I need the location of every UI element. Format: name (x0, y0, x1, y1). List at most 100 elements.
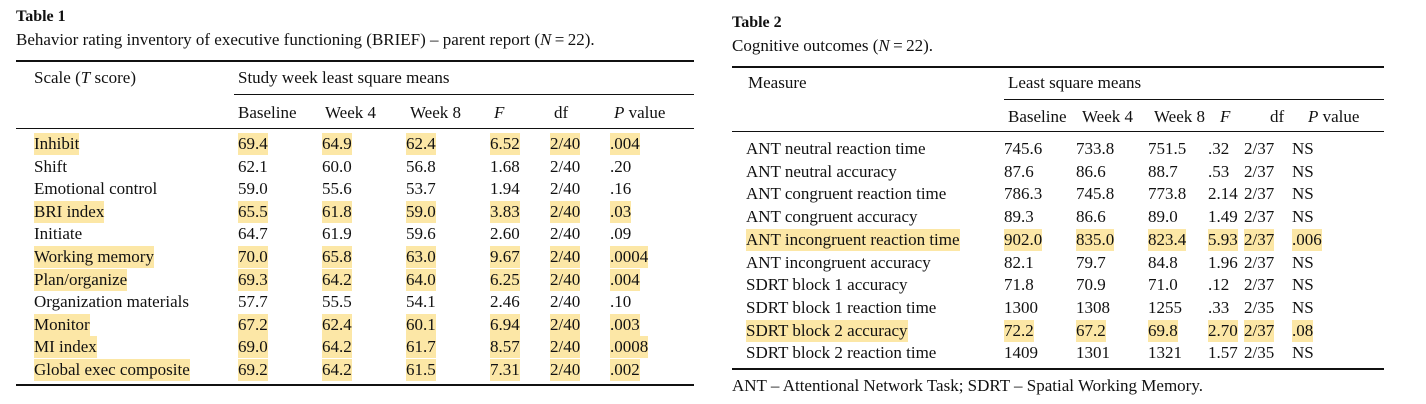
row-cell-2: 84.8 (1148, 252, 1178, 272)
row-label: Organization materials (34, 292, 189, 312)
row-cell-5: .03 (610, 200, 632, 223)
row-cell-4: 2/37 (1244, 252, 1275, 272)
row-cell-3: 1.96 (1208, 252, 1238, 272)
table-row: Working memory 70.0 65.8 63.0 9.67 2/40 .0004 (16, 246, 694, 268)
row-cell-5: NS (1292, 184, 1314, 204)
row-cell-3: 1.94 (490, 179, 520, 199)
row-cell-2: 59.0 (406, 200, 436, 223)
table-1-caption: Behavior rating inventory of executive f… (16, 30, 595, 49)
table-2-col-header-3: F (1220, 107, 1231, 126)
row-cell-3: 8.57 (490, 336, 520, 359)
table-row: MI index 69.0 64.2 61.7 8.57 2/40 .0008 (16, 336, 694, 359)
row-cell-3: 1.68 (490, 156, 520, 176)
table-2-bottom-rule (732, 368, 1384, 370)
row-cell-0: 62.1 (238, 156, 268, 176)
row-cell-4: 2/37 (1244, 275, 1275, 295)
table-row: Organization materials 57.7 55.5 54.1 2.46 2/… (16, 291, 694, 313)
table-1-col-header-4: df (554, 103, 569, 122)
row-cell-4: 2/40 (550, 336, 581, 359)
row-cell-5: .10 (610, 292, 632, 312)
table-2-footnote: ANT – Attentional Network Task; SDRT – S… (732, 376, 1203, 395)
row-cell-2: 773.8 (1148, 184, 1187, 204)
table-2-caption: Cognitive outcomes (N = 22). (732, 36, 934, 55)
row-cell-2: 61.5 (406, 359, 436, 381)
row-label: ANT neutral accuracy (746, 161, 897, 181)
row-cell-1: 61.8 (322, 200, 352, 223)
row-cell-4: 2/35 (1244, 297, 1275, 317)
row-cell-4: 2/40 (550, 246, 581, 268)
row-cell-5: .20 (610, 156, 632, 176)
table-2-col-header-2: Week 8 (1154, 107, 1206, 126)
row-label: ANT congruent reaction time (746, 184, 947, 204)
row-cell-1: 64.2 (322, 268, 352, 291)
row-cell-4: 2/35 (1244, 343, 1275, 363)
table-row: ANT incongruent reaction time 902.0 835.0 8… (732, 228, 1384, 251)
row-cell-1: 79.7 (1076, 252, 1106, 272)
row-label: Plan/organize (34, 268, 128, 291)
row-cell-0: 1300 (1004, 297, 1038, 317)
row-cell-5: .004 (610, 268, 640, 291)
row-label: Inhibit (34, 133, 80, 155)
row-cell-3: .33 (1208, 297, 1230, 317)
table-row: SDRT block 2 reaction time 1409 1301 1321 1.… (732, 342, 1384, 364)
row-cell-4: 2/40 (550, 200, 581, 223)
row-cell-3: 2.14 (1208, 184, 1238, 204)
row-cell-3: .53 (1208, 161, 1230, 181)
table-row: Shift 62.1 60.0 56.8 1.68 2/40 .20 (16, 156, 694, 178)
row-cell-2: 62.4 (406, 133, 436, 155)
row-label: Initiate (34, 224, 83, 244)
row-cell-3: 1.57 (1208, 343, 1238, 363)
row-cell-2: 53.7 (406, 179, 436, 199)
row-cell-1: 86.6 (1076, 207, 1106, 227)
row-label: Global exec composite (34, 359, 190, 381)
row-cell-4: 2/37 (1244, 139, 1275, 158)
table-row: SDRT block 2 accuracy 72.2 67.2 69.8 2.70 2/3… (732, 319, 1384, 342)
row-cell-0: 69.2 (238, 359, 268, 381)
row-cell-0: 70.0 (238, 246, 268, 268)
row-label: MI index (34, 336, 97, 359)
row-cell-2: 71.0 (1148, 275, 1178, 295)
row-cell-0: 69.3 (238, 268, 268, 291)
row-cell-1: 61.9 (322, 224, 352, 244)
table-row: ANT congruent reaction time 786.3 745.8 773… (732, 183, 1384, 205)
table-row: ANT congruent accuracy 89.3 86.6 89.0 1.49 2/… (732, 206, 1384, 228)
row-cell-0: 87.6 (1004, 161, 1034, 181)
row-label: BRI index (34, 200, 105, 223)
row-label: Emotional control (34, 179, 158, 199)
table-row: SDRT block 1 reaction time 1300 1308 1255 .3… (732, 297, 1384, 319)
row-cell-5: NS (1292, 275, 1314, 295)
row-label: Monitor (34, 313, 90, 336)
row-cell-0: 902.0 (1004, 228, 1043, 251)
table-row: BRI index 65.5 61.8 59.0 3.83 2/40 .03 (16, 200, 694, 223)
row-label: SDRT block 1 reaction time (746, 297, 937, 317)
row-cell-2: 60.1 (406, 313, 436, 336)
row-cell-3: 9.67 (490, 246, 520, 268)
table-1-header-group: Study week least square means (238, 68, 450, 87)
row-cell-2: 56.8 (406, 156, 436, 176)
row-cell-0: 745.6 (1004, 139, 1043, 158)
row-cell-2: 64.0 (406, 268, 436, 291)
row-cell-1: 70.9 (1076, 275, 1106, 295)
row-label: ANT congruent accuracy (746, 207, 918, 227)
row-cell-0: 64.7 (238, 224, 268, 244)
table-row: ANT neutral accuracy 87.6 86.6 88.7 .53 2/37 N… (732, 161, 1384, 183)
row-cell-4: 2/40 (550, 179, 581, 199)
row-cell-4: 2/40 (550, 224, 581, 244)
table-row: ANT neutral reaction time 745.6 733.8 751.5… (732, 138, 1384, 160)
table-1-col-header-1: Week 4 (325, 103, 377, 122)
row-cell-5: NS (1292, 139, 1314, 158)
row-cell-1: 55.6 (322, 179, 352, 199)
row-cell-3: 1.49 (1208, 207, 1238, 227)
row-cell-5: .004 (610, 133, 640, 155)
row-cell-5: .003 (610, 313, 640, 336)
row-cell-3: 2.60 (490, 224, 520, 244)
row-cell-0: 59.0 (238, 179, 268, 199)
row-cell-5: .002 (610, 359, 640, 381)
row-cell-1: 733.8 (1076, 139, 1115, 158)
table-1-header-rule (16, 128, 694, 129)
row-label: Shift (34, 156, 68, 176)
row-cell-5: NS (1292, 207, 1314, 227)
row-cell-2: 88.7 (1148, 161, 1178, 181)
row-cell-2: 751.5 (1148, 139, 1187, 158)
row-cell-3: .12 (1208, 275, 1230, 295)
